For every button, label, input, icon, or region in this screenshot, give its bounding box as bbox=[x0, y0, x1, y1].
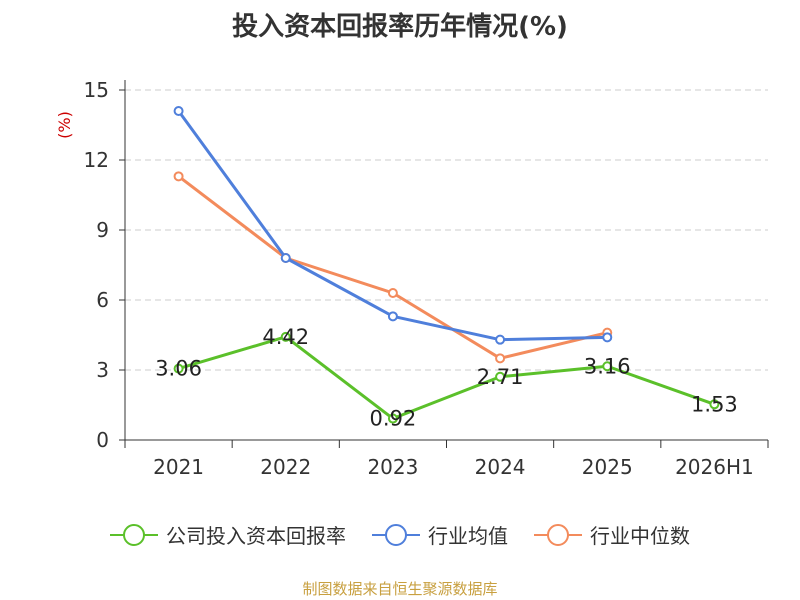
y-tick-label: 6 bbox=[96, 288, 109, 312]
data-point-company bbox=[387, 413, 398, 424]
legend-swatch-industry-avg bbox=[372, 523, 420, 546]
legend-label-company: 公司投入资本回报率 bbox=[166, 524, 346, 548]
x-tick-label: 2026H1 bbox=[675, 455, 754, 479]
data-point-industry-avg bbox=[495, 334, 506, 345]
data-point-industry-median bbox=[495, 353, 506, 364]
data-point-company bbox=[173, 363, 184, 374]
legend-item-industry-avg[interactable]: 行业均值 bbox=[372, 520, 508, 549]
x-tick-label: 2025 bbox=[582, 455, 633, 479]
legend-swatch-company bbox=[110, 523, 158, 546]
legend-marker-industry-median bbox=[547, 523, 569, 546]
data-point-industry-median bbox=[387, 288, 398, 298]
data-point-industry-avg bbox=[280, 253, 291, 263]
data-point-industry-avg bbox=[602, 332, 613, 343]
data-label-company: 0.92 bbox=[370, 407, 417, 431]
legend: 公司投入资本回报率 行业均值 行业中位数 bbox=[0, 520, 800, 549]
data-point-industry-avg bbox=[173, 106, 184, 116]
data-point-company bbox=[709, 399, 720, 410]
data-point-company bbox=[280, 331, 291, 342]
x-tick-label: 2023 bbox=[367, 455, 418, 479]
y-tick-label: 9 bbox=[96, 218, 109, 242]
legend-item-industry-median[interactable]: 行业中位数 bbox=[534, 520, 690, 549]
x-tick-label: 2022 bbox=[260, 455, 311, 479]
y-tick-label: 0 bbox=[96, 428, 109, 452]
legend-swatch-industry-median bbox=[534, 523, 582, 546]
legend-item-company[interactable]: 公司投入资本回报率 bbox=[110, 520, 346, 549]
x-tick-label: 2021 bbox=[153, 455, 204, 479]
chart-title: 投入资本回报率历年情况(%) bbox=[232, 12, 568, 42]
y-axis-unit-label: (%) bbox=[55, 111, 74, 139]
data-label-company: 3.06 bbox=[155, 357, 202, 381]
legend-label-industry-avg: 行业均值 bbox=[428, 524, 508, 548]
series-line-company bbox=[178, 335, 715, 421]
y-tick-label: 3 bbox=[96, 358, 109, 382]
data-label-company: 4.42 bbox=[262, 325, 309, 349]
series-line-industry-median bbox=[177, 175, 608, 360]
legend-label-industry-median: 行业中位数 bbox=[590, 524, 690, 548]
legend-marker-company bbox=[123, 523, 145, 546]
data-label-company: 1.53 bbox=[691, 392, 738, 416]
data-point-industry-avg bbox=[387, 311, 398, 322]
x-tick-label: 2024 bbox=[475, 455, 526, 479]
data-point-company bbox=[602, 361, 613, 372]
data-point-industry-median bbox=[173, 171, 184, 182]
legend-marker-industry-avg bbox=[385, 523, 407, 546]
source-note: 制图数据来自恒生聚源数据库 bbox=[302, 580, 498, 598]
data-point-company bbox=[495, 371, 506, 382]
data-label-company: 3.16 bbox=[584, 354, 631, 378]
data-label-company: 2.71 bbox=[477, 365, 524, 389]
y-tick-label: 12 bbox=[84, 148, 109, 172]
y-tick-label: 15 bbox=[84, 78, 109, 102]
